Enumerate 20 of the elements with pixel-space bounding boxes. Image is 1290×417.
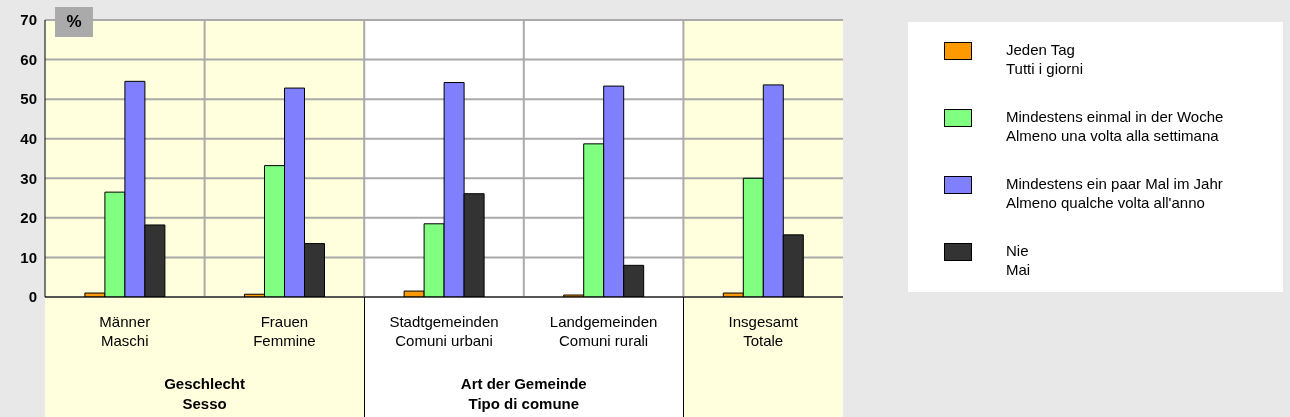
y-tick-label: 20 [20,209,37,227]
y-tick-label: 60 [20,50,37,68]
y-tick-label: 0 [28,288,37,306]
y-tick-label: 70 [20,11,37,29]
legend-label: Mindestens ein paar Mal im Jahr Almeno qualche volta all'anno [1006,174,1223,212]
y-tick-label: 10 [20,248,37,266]
y-tick-label: 40 [20,130,37,148]
legend-label: Mindestens einmal in der Woche Almeno una volta alla settimana [1006,107,1224,145]
x-tick-label: Landgemeinden Comuni rurali [549,313,658,349]
y-tick-label: 50 [20,90,37,108]
text: Art der Gemeinde Tipo di comune [459,374,588,414]
y-axis-title: % [55,7,93,37]
x-tick-label: Insgesamt Totale [728,313,799,349]
y-tick-label: 30 [20,169,37,187]
x-tick-label: Stadtgemeinden Comuni urbani [389,313,499,349]
x-tick-label: Männer Maschi [99,313,151,349]
text: Geschlecht Sesso [163,374,247,414]
legend-label: Nie Mai [1006,241,1031,279]
legend-label: Jeden Tag Tutti i giorni [1006,40,1083,78]
x-tick-label: Frauen Femmine [253,313,316,349]
